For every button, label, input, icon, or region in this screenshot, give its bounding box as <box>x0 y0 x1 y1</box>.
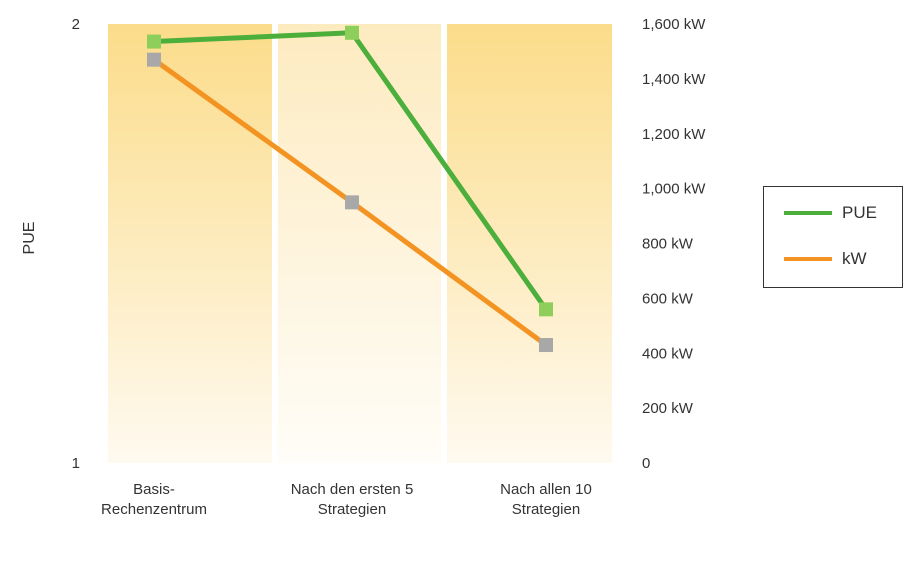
category-label-line: Nach allen 10 <box>500 481 592 498</box>
legend-item-pue: PUE <box>784 203 877 223</box>
left-tick-label: 1 <box>72 455 80 472</box>
category-label: Basis- Rechenzentrum <box>101 481 207 518</box>
legend-swatch-pue <box>784 211 832 215</box>
category-label: Nach allen 10 Strategien <box>500 481 592 518</box>
category-bands <box>108 24 612 463</box>
right-tick-label: 1,400 kW <box>642 71 706 88</box>
left-tick-label: 2 <box>72 16 80 33</box>
legend-label-pue: PUE <box>842 203 877 222</box>
right-tick-label: 0 <box>642 455 650 472</box>
series-marker-pue <box>539 302 553 317</box>
category-label-line: Basis- <box>133 481 175 498</box>
category-label-line: Nach den ersten 5 <box>291 481 414 498</box>
left-axis-ticks: 12 <box>72 16 80 472</box>
right-tick-label: 1,200 kW <box>642 126 706 143</box>
category-band-1 <box>108 24 272 463</box>
category-label: Nach den ersten 5 Strategien <box>291 481 414 518</box>
right-tick-label: 400 kW <box>642 345 694 362</box>
series-marker-kw <box>147 52 161 67</box>
category-label-line: Strategien <box>318 501 386 518</box>
category-labels: Basis- Rechenzentrum Nach den ersten 5 Stra… <box>101 481 592 518</box>
series-marker-pue <box>147 34 161 49</box>
category-band-3 <box>447 24 612 463</box>
legend-swatch-kw <box>784 257 832 261</box>
series-marker-kw <box>345 195 359 210</box>
series-marker-kw <box>539 338 553 353</box>
series-marker-pue <box>345 25 359 40</box>
category-label-line: Strategien <box>512 501 580 518</box>
legend-item-kw: kW <box>784 249 867 269</box>
series-markers <box>147 25 553 353</box>
right-tick-label: 200 kW <box>642 400 694 417</box>
category-band-2 <box>278 24 441 463</box>
right-tick-label: 1,600 kW <box>642 16 706 33</box>
category-label-line: Rechenzentrum <box>101 501 207 518</box>
right-tick-label: 1,000 kW <box>642 181 706 198</box>
right-tick-label: 800 kW <box>642 236 694 253</box>
right-tick-label: 600 kW <box>642 290 694 307</box>
legend: PUE kW <box>763 186 903 288</box>
right-axis-ticks: 0 200 kW 400 kW 600 kW 800 kW 1,000 kW 1,200 k… <box>642 16 706 472</box>
y-axis-title: PUE <box>21 222 38 255</box>
legend-label-kw: kW <box>842 249 867 268</box>
